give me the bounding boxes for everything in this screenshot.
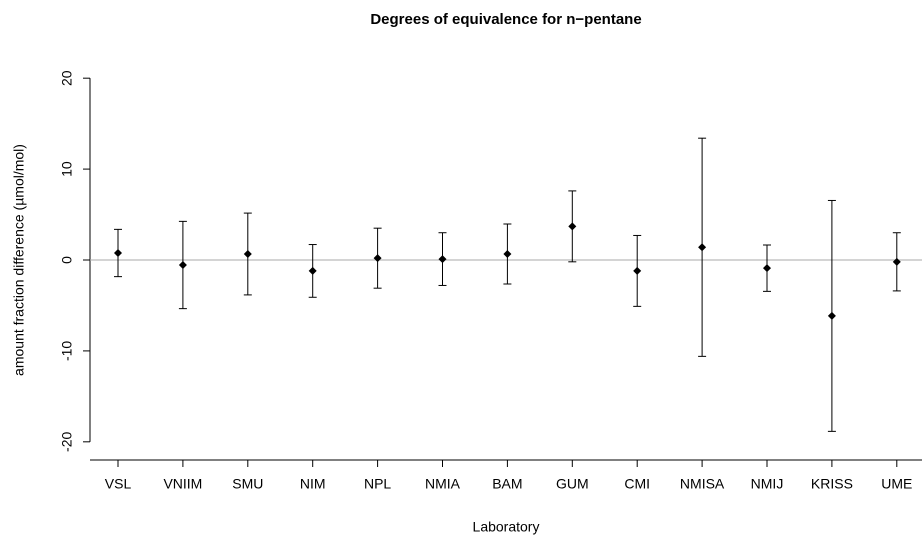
x-tick-label: VNIIM [163, 476, 202, 492]
x-tick-label: UME [881, 476, 912, 492]
point [114, 249, 122, 257]
point [892, 257, 901, 266]
chart-title: Degrees of equivalence for n−pentane [370, 11, 641, 28]
x-tick-label: NMIJ [751, 476, 784, 492]
x-tick-label: NIM [300, 476, 326, 492]
point [178, 261, 187, 269]
x-tick-label: SMU [232, 476, 263, 492]
x-tick-label: NMISA [680, 476, 725, 492]
point [243, 250, 252, 258]
y-tick-label: 10 [59, 161, 75, 177]
x-tick-label: BAM [492, 476, 522, 492]
y-tick-label: -10 [59, 341, 75, 361]
point [827, 311, 836, 320]
x-tick-label: VSL [105, 476, 132, 492]
x-tick-label: GUM [556, 476, 589, 492]
point [308, 266, 317, 275]
point [438, 255, 447, 264]
point [698, 243, 707, 252]
y-axis-label: amount fraction difference (µmol/mol) [11, 144, 27, 376]
point [568, 222, 577, 231]
x-tick-label: NMIA [425, 476, 461, 492]
point [503, 250, 512, 258]
x-tick-label: CMI [624, 476, 650, 492]
x-axis-label: Laboratory [473, 519, 540, 535]
point [633, 266, 642, 275]
y-tick-label: 20 [59, 70, 75, 86]
x-tick-label: NPL [364, 476, 391, 492]
point [763, 264, 771, 273]
y-tick-label: -20 [59, 431, 75, 451]
x-tick-label: KRISS [811, 476, 853, 492]
point [373, 254, 382, 263]
y-tick-label: 0 [59, 256, 75, 264]
